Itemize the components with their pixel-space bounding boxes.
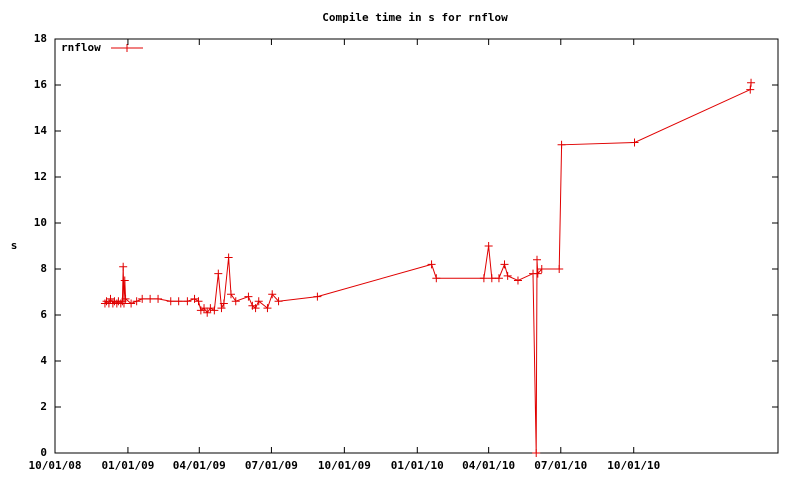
point-marker xyxy=(174,297,183,306)
point-marker xyxy=(746,85,755,94)
point-marker xyxy=(203,308,212,317)
point-marker xyxy=(166,297,175,306)
legend-label: rnflow xyxy=(61,41,101,54)
point-marker xyxy=(194,297,203,306)
y-tick-label: 10 xyxy=(34,216,47,229)
point-marker xyxy=(513,276,522,285)
point-marker xyxy=(121,294,130,303)
point-marker xyxy=(119,299,128,308)
point-marker xyxy=(747,78,756,87)
y-tick-label: 4 xyxy=(40,354,47,367)
point-marker xyxy=(484,242,493,250)
point-marker xyxy=(214,269,223,278)
x-tick-label: 07/01/10 xyxy=(534,459,587,472)
y-tick-label: 0 xyxy=(40,446,47,459)
y-tick-label: 16 xyxy=(34,78,48,91)
point-marker xyxy=(132,297,141,306)
point-marker xyxy=(226,290,235,299)
point-marker xyxy=(533,269,542,278)
y-tick-label: 2 xyxy=(40,400,47,413)
point-marker xyxy=(557,140,566,149)
point-marker xyxy=(219,299,228,308)
y-tick-label: 8 xyxy=(40,262,47,275)
point-marker xyxy=(533,255,541,264)
point-marker xyxy=(313,292,322,301)
point-marker xyxy=(537,265,546,273)
y-tick-label: 6 xyxy=(40,308,47,321)
point-marker xyxy=(427,260,436,269)
point-marker xyxy=(274,297,283,306)
point-marker xyxy=(224,253,233,262)
point-marker xyxy=(244,292,253,301)
series-line xyxy=(104,82,752,454)
x-tick-label: 10/01/10 xyxy=(607,459,660,472)
point-marker xyxy=(154,294,163,303)
point-marker xyxy=(487,274,496,283)
point-marker xyxy=(263,304,272,313)
point-marker xyxy=(119,262,128,271)
point-marker xyxy=(254,297,263,306)
point-marker xyxy=(494,274,503,283)
chart-title: Compile time in s for rnflow xyxy=(322,11,508,24)
point-marker xyxy=(479,274,488,283)
point-marker xyxy=(210,306,219,315)
point-marker xyxy=(127,299,136,308)
point-marker xyxy=(503,271,512,280)
point-marker xyxy=(217,304,226,313)
point-marker xyxy=(630,138,639,147)
x-tick-label: 10/01/09 xyxy=(318,459,371,472)
point-marker xyxy=(500,260,509,269)
x-tick-label: 01/01/09 xyxy=(101,459,154,472)
y-axis-label: s xyxy=(11,239,18,252)
y-tick-label: 18 xyxy=(34,32,47,45)
x-tick-label: 04/01/10 xyxy=(462,459,515,472)
point-marker xyxy=(251,304,260,313)
point-marker xyxy=(120,276,129,285)
legend-marker xyxy=(123,44,131,52)
point-marker xyxy=(138,294,147,303)
x-tick-label: 07/01/09 xyxy=(245,459,298,472)
point-marker xyxy=(146,294,155,303)
point-marker xyxy=(231,297,240,306)
x-tick-label: 10/01/08 xyxy=(29,459,82,472)
y-tick-label: 14 xyxy=(34,124,48,137)
plot-frame xyxy=(54,38,779,454)
x-tick-label: 04/01/09 xyxy=(173,459,226,472)
x-tick-label: 01/01/10 xyxy=(391,459,444,472)
point-marker xyxy=(555,265,564,273)
point-marker xyxy=(532,449,541,457)
y-tick-label: 12 xyxy=(34,170,47,183)
point-marker xyxy=(268,290,277,299)
point-marker xyxy=(183,297,192,306)
point-marker xyxy=(432,274,441,283)
